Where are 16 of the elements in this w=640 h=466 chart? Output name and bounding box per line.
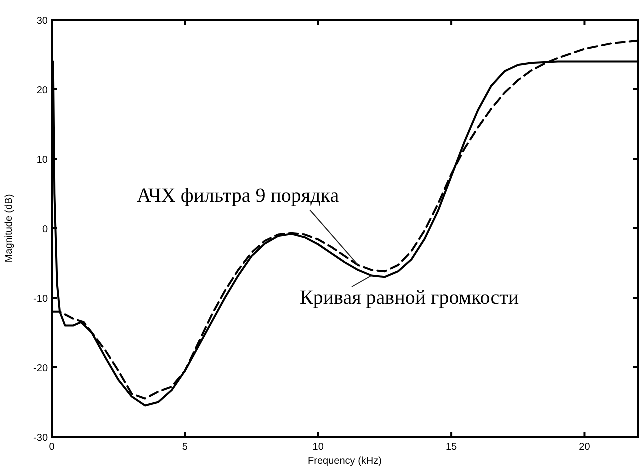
- x-tick-label: 0: [49, 442, 56, 453]
- x-tick-label: 15: [446, 442, 458, 453]
- y-tick-label: 0: [42, 224, 48, 236]
- y-tick-label: 20: [36, 86, 48, 96]
- y-tick-label: -20: [34, 364, 48, 374]
- series-label: АЧХ фильтра 9 порядка: [137, 185, 340, 207]
- x-tick-label: 20: [579, 442, 591, 453]
- x-axis-title: Frequency (kHz): [308, 456, 382, 466]
- x-tick-label: 5: [182, 442, 188, 453]
- x-tick-label: 10: [312, 442, 324, 453]
- y-tick-label: 30: [36, 16, 48, 27]
- y-tick-label: -10: [34, 294, 48, 305]
- y-tick-label: -30: [34, 433, 48, 444]
- y-tick-label: 10: [36, 155, 48, 166]
- series-label: Кривая равной громкости: [300, 287, 520, 309]
- y-axis-title: Magnitude (dB): [4, 194, 15, 263]
